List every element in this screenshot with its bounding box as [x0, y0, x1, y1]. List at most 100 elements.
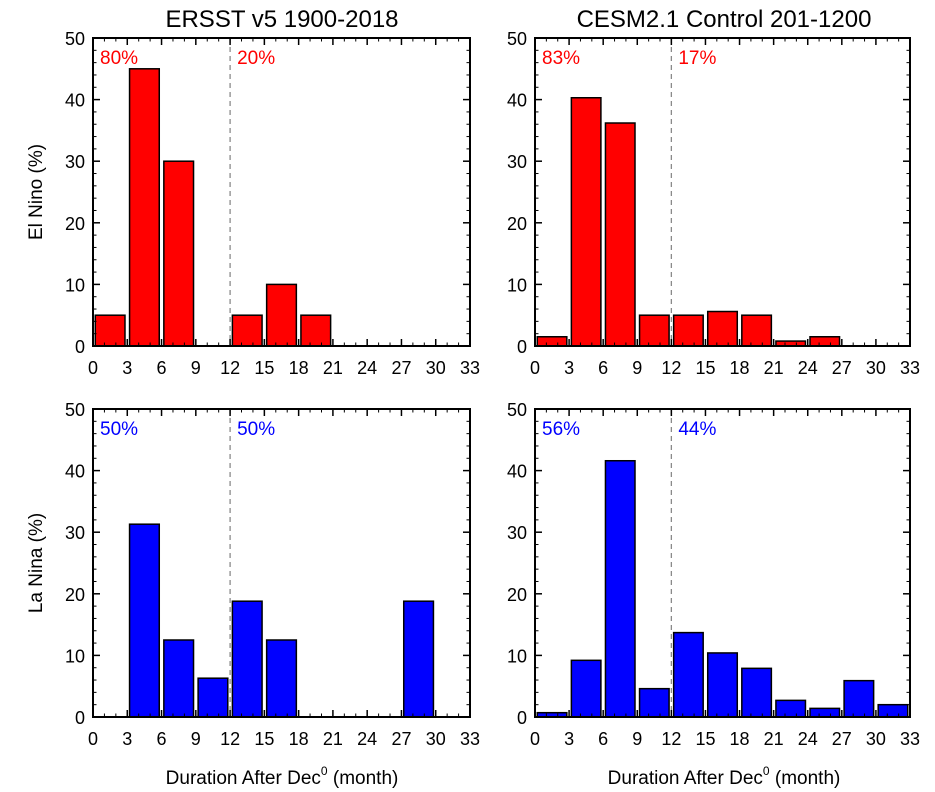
share-label-long: 20% — [237, 48, 275, 69]
bar — [638, 314, 670, 347]
share-label-short: 80% — [100, 48, 138, 69]
bar — [402, 600, 435, 718]
xlabel-superscript: 0 — [321, 764, 328, 778]
x-tick-label: 12 — [661, 729, 681, 749]
bar — [231, 600, 263, 718]
y-tick-label: 30 — [507, 152, 527, 172]
x-tick-label: 12 — [220, 729, 240, 749]
x-tick-label: 24 — [357, 358, 377, 378]
share-label-short: 50% — [100, 419, 138, 440]
x-tick-label: 33 — [460, 729, 480, 749]
share-label-short: 56% — [542, 419, 580, 440]
x-tick-label: 6 — [157, 358, 167, 378]
x-tick-label: 21 — [764, 358, 784, 378]
x-tick-label: 12 — [661, 358, 681, 378]
panel-1: 0 3 6 9 12 15 18 21 24 27 30 33 0 10 20 30 40 50 80% 20% — [65, 29, 480, 378]
bar — [197, 677, 229, 718]
x-tick-label: 18 — [730, 729, 750, 749]
xlabel-main: Duration After Dec — [166, 768, 321, 789]
bar — [128, 68, 161, 347]
x-tick-label: 24 — [798, 358, 818, 378]
x-tick-label: 30 — [426, 729, 446, 749]
x-tick-label: 0 — [530, 358, 540, 378]
bar — [741, 667, 773, 718]
column-title-left: ERSST v5 1900-2018 — [165, 6, 398, 33]
x-tick-label: 15 — [254, 729, 274, 749]
xlabel-right: Duration After Dec0 (month) — [608, 764, 841, 789]
bar — [163, 639, 195, 718]
y-tick-label: 40 — [65, 462, 85, 482]
panel-3: 0 3 6 9 12 15 18 21 24 27 30 33 0 10 20 30 40 50 50% 50% — [65, 400, 480, 749]
bar — [741, 314, 773, 347]
x-tick-label: 30 — [866, 358, 886, 378]
y-tick-label: 10 — [65, 646, 85, 666]
bar — [536, 336, 568, 347]
plot-frame — [92, 37, 471, 347]
panel-2: 0 3 6 9 12 15 18 21 24 27 30 33 0 10 20 30 40 50 83% 17% — [507, 29, 920, 378]
xlabel-unit: (month) — [328, 768, 399, 789]
bar — [672, 631, 704, 718]
x-tick-label: 21 — [764, 729, 784, 749]
y-tick-label: 20 — [65, 214, 85, 234]
bar — [604, 459, 636, 718]
x-tick-label: 6 — [598, 358, 608, 378]
bar — [300, 314, 332, 347]
y-tick-label: 20 — [507, 214, 527, 234]
x-tick-label: 18 — [289, 729, 309, 749]
bar — [809, 707, 841, 718]
x-tick-label: 27 — [832, 729, 852, 749]
share-label-short: 83% — [542, 48, 580, 69]
y-tick-label: 10 — [507, 275, 527, 295]
y-tick-label: 40 — [65, 91, 85, 111]
xlabel-unit: (month) — [770, 768, 841, 789]
bar — [94, 314, 126, 347]
x-tick-label: 24 — [798, 729, 818, 749]
x-tick-label: 6 — [157, 729, 167, 749]
x-tick-label: 33 — [900, 358, 920, 378]
x-tick-label: 3 — [122, 358, 132, 378]
bar — [809, 336, 841, 347]
x-tick-label: 6 — [598, 729, 608, 749]
x-tick-label: 27 — [391, 358, 411, 378]
bar — [843, 679, 875, 718]
y-tick-label: 40 — [507, 462, 527, 482]
row-ylabel-bottom: La Nina (%) — [26, 513, 47, 613]
y-tick-label: 50 — [507, 400, 527, 420]
x-tick-label: 12 — [220, 358, 240, 378]
bar — [638, 687, 670, 718]
bar — [128, 523, 161, 718]
bar — [231, 314, 263, 347]
y-tick-label: 0 — [517, 337, 527, 357]
bar — [570, 659, 602, 718]
x-tick-label: 0 — [88, 358, 98, 378]
x-tick-label: 0 — [88, 729, 98, 749]
plot-frame — [534, 408, 911, 718]
bar — [163, 160, 195, 347]
y-tick-label: 30 — [65, 523, 85, 543]
y-tick-label: 30 — [507, 523, 527, 543]
x-tick-label: 9 — [632, 358, 642, 378]
plot-frame — [92, 408, 471, 718]
column-title-right: CESM2.1 Control 201-1200 — [577, 6, 872, 33]
y-tick-label: 50 — [507, 29, 527, 49]
y-tick-label: 40 — [507, 91, 527, 111]
y-tick-label: 20 — [65, 585, 85, 605]
x-tick-label: 33 — [900, 729, 920, 749]
x-tick-label: 27 — [832, 358, 852, 378]
x-tick-label: 15 — [695, 729, 715, 749]
y-tick-label: 0 — [75, 337, 85, 357]
xlabel-left: Duration After Dec0 (month) — [166, 764, 399, 789]
y-tick-label: 10 — [507, 646, 527, 666]
x-tick-label: 15 — [254, 358, 274, 378]
x-tick-label: 3 — [564, 358, 574, 378]
share-label-long: 17% — [678, 48, 716, 69]
panel-4: 0 3 6 9 12 15 18 21 24 27 30 33 0 10 20 30 40 50 56% 44% — [507, 400, 920, 749]
y-tick-label: 10 — [65, 275, 85, 295]
bar — [775, 699, 807, 718]
x-tick-label: 18 — [730, 358, 750, 378]
y-tick-label: 0 — [517, 708, 527, 728]
x-tick-label: 33 — [460, 358, 480, 378]
bar — [706, 310, 739, 347]
xlabel-main: Duration After Dec — [608, 768, 763, 789]
